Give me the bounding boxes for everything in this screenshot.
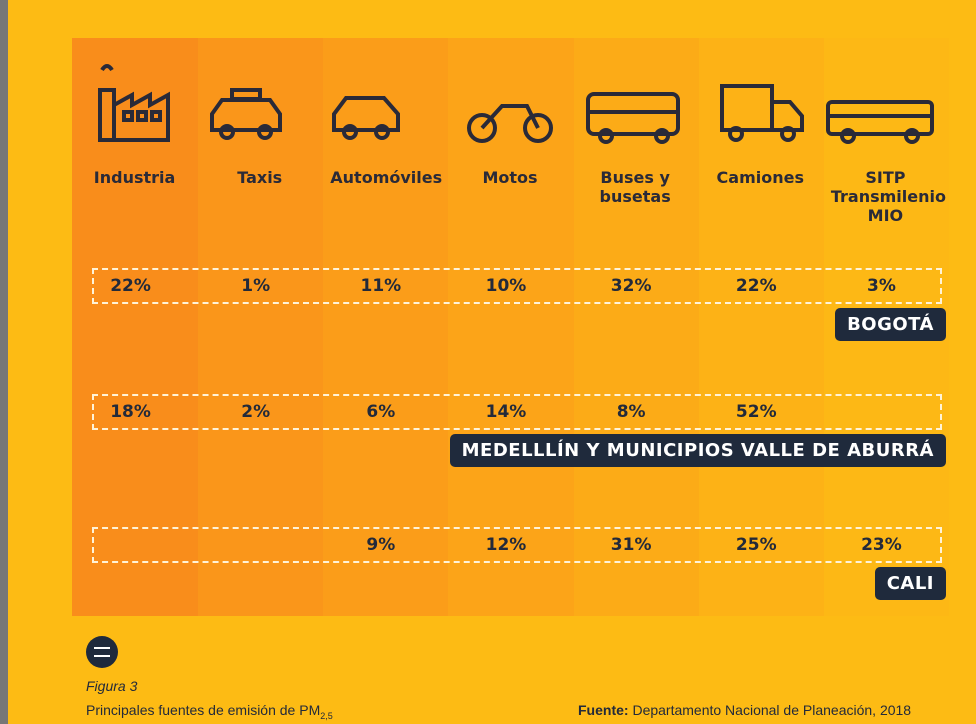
car-icon xyxy=(332,96,400,140)
side-bar xyxy=(0,0,8,724)
column-label: SITP Transmilenio MIO xyxy=(830,168,946,225)
column-bg xyxy=(697,38,824,616)
figure-icon xyxy=(86,636,118,668)
column-label: Automóviles xyxy=(330,168,443,187)
factory-icon xyxy=(98,64,170,142)
row-box xyxy=(92,394,942,430)
value: 32% xyxy=(610,276,652,296)
column-label: Camiones xyxy=(716,168,804,187)
value: 3% xyxy=(866,276,896,296)
value: 1% xyxy=(241,276,271,296)
sitp-icon xyxy=(826,100,934,144)
city-badge: BOGOTÁ xyxy=(835,308,946,341)
truck-icon xyxy=(720,84,804,142)
value: 9% xyxy=(366,535,396,555)
city-badge: MEDELLLÍN Y MUNICIPIOS VALLE DE ABURRÁ xyxy=(449,434,946,467)
value: 2% xyxy=(241,402,271,422)
source-text: Departamento Nacional de Planeación, 201… xyxy=(632,702,912,718)
row-box xyxy=(92,268,942,304)
value: 10% xyxy=(485,276,527,296)
column-label: Motos xyxy=(482,168,538,187)
caption-text: Principales fuentes de emisión de PM xyxy=(86,702,321,718)
figure-label: Figura 3 xyxy=(86,678,138,694)
value: 14% xyxy=(485,402,527,422)
value: 11% xyxy=(360,276,402,296)
column-label: Taxis xyxy=(237,168,283,187)
column-label: Buses y busetas xyxy=(599,168,671,206)
column-bg xyxy=(72,38,199,616)
column-label: Industria xyxy=(93,168,176,187)
value: 22% xyxy=(735,276,777,296)
value: 6% xyxy=(366,402,396,422)
value: 22% xyxy=(110,276,151,296)
moto-icon xyxy=(467,104,553,143)
value: 18% xyxy=(110,402,151,422)
bus-icon xyxy=(586,92,680,144)
caption-sub: 2,5 xyxy=(320,710,333,721)
value: 52% xyxy=(735,402,777,422)
value: 8% xyxy=(616,402,646,422)
icons xyxy=(98,64,934,144)
source: Fuente: Departamento Nacional de Planeac… xyxy=(578,702,911,718)
row-box xyxy=(92,527,942,563)
value: 23% xyxy=(861,535,902,555)
value: 31% xyxy=(610,535,652,555)
value: 25% xyxy=(735,535,777,555)
value: 12% xyxy=(485,535,527,555)
source-label: Fuente: xyxy=(578,702,629,718)
taxi-icon xyxy=(210,88,282,140)
caption: Principales fuentes de emisión de PM2,5 xyxy=(86,702,333,721)
city-badge: CALI xyxy=(874,567,946,600)
